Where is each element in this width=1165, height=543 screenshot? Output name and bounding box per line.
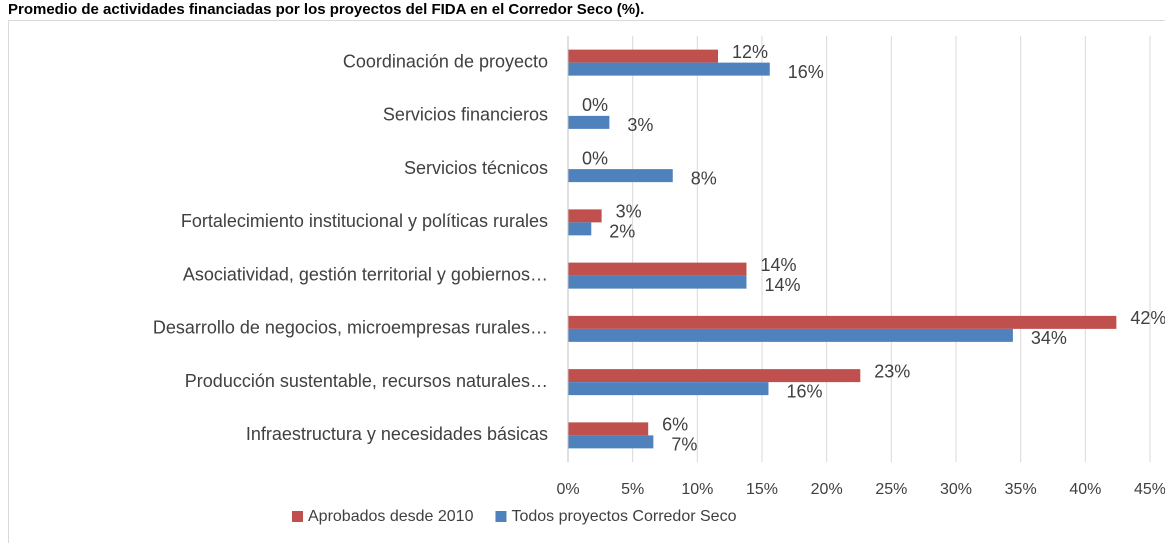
data-label: 23% (874, 361, 910, 381)
data-label: 14% (764, 275, 800, 295)
x-tick-label: 35% (1005, 481, 1037, 498)
x-tick-label: 15% (746, 481, 778, 498)
legend-swatch (292, 511, 303, 522)
legend-label: Aprobados desde 2010 (308, 508, 474, 525)
data-label: 16% (788, 62, 824, 82)
data-label: 6% (662, 415, 688, 435)
data-label: 2% (609, 222, 635, 242)
x-tick-label: 20% (811, 481, 843, 498)
data-label: 7% (671, 435, 697, 455)
bar (568, 382, 769, 396)
bar (568, 169, 673, 183)
y-tick-label: Asociatividad, gestión territorial y gob… (183, 264, 548, 284)
x-tick-label: 5% (621, 481, 644, 498)
y-tick-label: Desarrollo de negocios, microempresas ru… (153, 318, 548, 338)
bar (568, 222, 592, 236)
data-label: 14% (760, 255, 796, 275)
data-label: 16% (786, 381, 822, 401)
data-label: 3% (627, 115, 653, 135)
data-label: 42% (1130, 308, 1165, 328)
bar (568, 209, 602, 223)
bar (568, 328, 1013, 342)
bar (568, 275, 747, 289)
bar (568, 315, 1117, 329)
x-tick-label: 25% (875, 481, 907, 498)
data-label: 12% (732, 42, 768, 62)
bar (568, 262, 747, 276)
data-label: 0% (582, 148, 608, 168)
y-tick-label: Servicios financieros (383, 105, 548, 125)
data-label: 8% (691, 168, 717, 188)
x-tick-label: 45% (1134, 481, 1165, 498)
y-tick-label: Coordinación de proyecto (343, 51, 548, 71)
bar (568, 115, 610, 129)
y-tick-label: Fortalecimiento institucional y política… (181, 211, 548, 231)
chart-border (8, 20, 1165, 543)
chart-title: Promedio de actividades financiadas por … (8, 1, 644, 18)
data-label: 0% (582, 95, 608, 115)
data-label: 3% (616, 202, 642, 222)
bar (568, 369, 861, 383)
y-tick-label: Producción sustentable, recursos natural… (185, 371, 548, 391)
bar (568, 62, 770, 76)
x-tick-label: 10% (681, 481, 713, 498)
bar (568, 435, 654, 449)
y-tick-label: Infraestructura y necesidades básicas (246, 424, 548, 444)
y-tick-label: Servicios técnicos (404, 158, 548, 178)
legend-swatch (495, 511, 507, 522)
x-tick-label: 40% (1069, 481, 1101, 498)
data-label: 34% (1031, 328, 1067, 348)
bar (568, 422, 649, 436)
x-tick-label: 30% (940, 481, 972, 498)
legend-label: Todos proyectos Corredor Seco (511, 508, 736, 525)
x-tick-label: 0% (556, 481, 579, 498)
bar (568, 49, 719, 63)
